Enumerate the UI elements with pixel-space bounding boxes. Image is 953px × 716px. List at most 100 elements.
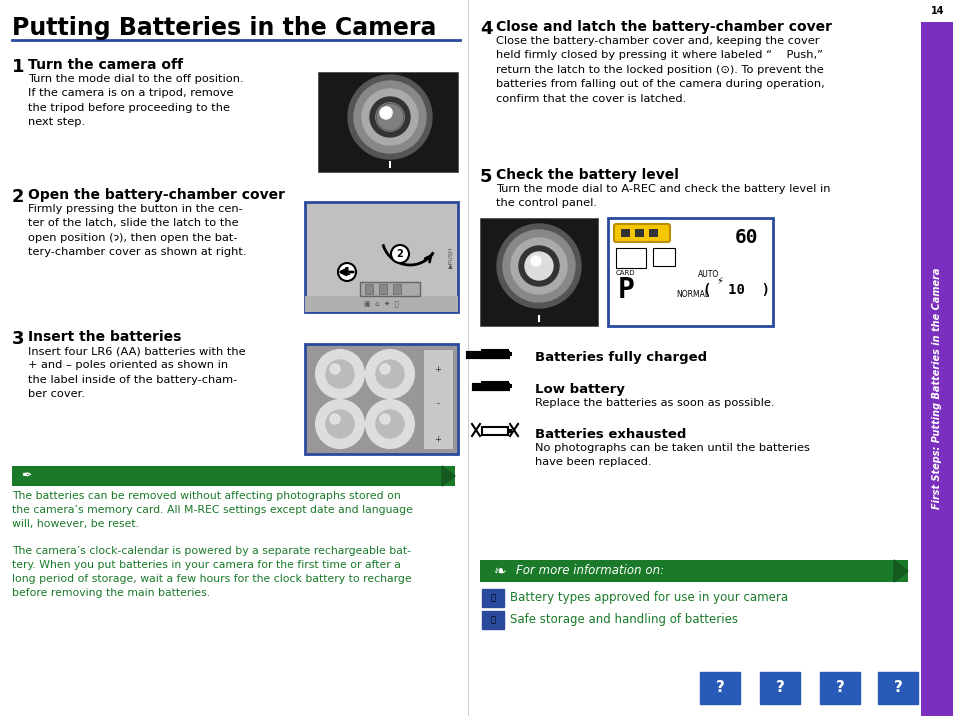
Text: ▶PUSH: ▶PUSH (448, 246, 453, 268)
Text: Turn the camera off: Turn the camera off (28, 58, 183, 72)
Text: First Steps: Putting Batteries in the Camera: First Steps: Putting Batteries in the Ca… (931, 267, 942, 509)
Circle shape (330, 414, 339, 424)
Circle shape (526, 254, 551, 278)
Text: Insert the batteries: Insert the batteries (28, 330, 181, 344)
Bar (378, 284, 387, 294)
Text: Turn the mode dial to A-REC and check the battery level in
the control panel.: Turn the mode dial to A-REC and check th… (496, 184, 830, 208)
Text: ⚡: ⚡ (716, 276, 722, 286)
Text: -: - (436, 400, 439, 409)
Text: ?: ? (775, 680, 783, 695)
Text: Check the battery level: Check the battery level (496, 168, 679, 182)
Circle shape (375, 410, 403, 438)
Bar (483, 352, 505, 356)
Text: Putting Batteries in the Camera: Putting Batteries in the Camera (12, 16, 436, 40)
Bar (652, 248, 675, 266)
Text: 3: 3 (12, 330, 25, 348)
Bar (700, 672, 740, 704)
Bar (648, 229, 658, 237)
Text: Firmly pressing the button in the cen-
ter of the latch, slide the latch to the
: Firmly pressing the button in the cen- t… (28, 204, 246, 257)
Bar (820, 672, 859, 704)
Bar (481, 382, 507, 390)
Bar (483, 384, 494, 388)
Text: ?: ? (835, 680, 843, 695)
Bar (507, 352, 512, 356)
Circle shape (354, 81, 426, 153)
Bar (877, 672, 917, 704)
Circle shape (524, 252, 553, 280)
Text: ?: ? (893, 680, 902, 695)
Text: Close the battery-chamber cover and, keeping the cover
held firmly closed by pre: Close the battery-chamber cover and, kee… (496, 36, 824, 104)
Text: 4: 4 (479, 20, 492, 38)
Bar (422, 349, 453, 449)
FancyBboxPatch shape (614, 224, 669, 242)
Polygon shape (441, 466, 455, 486)
Circle shape (315, 400, 364, 448)
Bar (481, 427, 507, 435)
Text: ❧: ❧ (493, 563, 506, 579)
Circle shape (330, 364, 339, 374)
Text: Insert four LR6 (AA) batteries with the
+ and – poles oriented as shown in
the l: Insert four LR6 (AA) batteries with the … (28, 346, 245, 400)
Text: 5: 5 (479, 168, 492, 186)
Bar (920, 0, 953, 716)
Circle shape (370, 97, 410, 137)
Text: NORMAL: NORMAL (676, 290, 708, 299)
Bar (479, 218, 598, 326)
Circle shape (518, 246, 558, 286)
Text: Replace the batteries as soon as possible.: Replace the batteries as soon as possibl… (535, 398, 774, 408)
Bar (507, 384, 512, 388)
Circle shape (379, 107, 392, 119)
Polygon shape (893, 560, 907, 582)
Circle shape (366, 400, 414, 448)
Circle shape (379, 414, 390, 424)
Bar (760, 672, 800, 704)
Bar (607, 218, 772, 326)
Text: 2: 2 (396, 249, 403, 259)
Bar (305, 344, 457, 454)
Circle shape (337, 263, 355, 281)
Bar (481, 350, 507, 358)
Bar (359, 282, 419, 296)
Bar (920, 0, 953, 22)
Text: ?: ? (715, 680, 723, 695)
Circle shape (379, 364, 390, 374)
Circle shape (366, 350, 414, 398)
Circle shape (511, 238, 566, 294)
Circle shape (326, 410, 354, 438)
Circle shape (315, 350, 364, 398)
Text: AUTO: AUTO (698, 270, 719, 279)
Text: ▣  ⌂  ✦  ⏻: ▣ ⌂ ✦ ⏻ (363, 301, 398, 308)
Text: Low battery: Low battery (535, 383, 624, 396)
Text: CARD: CARD (616, 270, 635, 276)
Circle shape (375, 103, 403, 131)
Circle shape (381, 107, 392, 117)
Bar (507, 429, 512, 433)
Text: Batteries fully charged: Batteries fully charged (535, 351, 706, 364)
Text: Open the battery-chamber cover: Open the battery-chamber cover (28, 188, 285, 202)
Bar (305, 296, 457, 312)
Bar (481, 589, 503, 607)
Circle shape (391, 245, 409, 263)
Bar (616, 248, 645, 268)
Text: Close and latch the battery-chamber cover: Close and latch the battery-chamber cove… (496, 20, 831, 34)
Text: (  10  ): ( 10 ) (702, 283, 769, 297)
Text: P: P (618, 276, 634, 304)
Circle shape (348, 75, 432, 159)
Circle shape (375, 360, 403, 388)
Text: The camera’s clock-calendar is powered by a separate rechargeable bat-
tery. Whe: The camera’s clock-calendar is powered b… (12, 546, 411, 598)
Bar (479, 560, 907, 582)
Text: 📷: 📷 (490, 594, 495, 602)
Circle shape (326, 360, 354, 388)
Text: 1: 1 (343, 267, 350, 277)
Bar (481, 611, 503, 629)
Circle shape (497, 224, 580, 308)
Text: The batteries can be removed without affecting photographs stored on
the camera’: The batteries can be removed without aff… (12, 491, 413, 529)
Circle shape (531, 256, 540, 266)
Text: 14: 14 (930, 6, 943, 16)
Bar (305, 202, 457, 312)
Text: Safe storage and handling of batteries: Safe storage and handling of batteries (510, 614, 738, 626)
Text: 60: 60 (734, 228, 758, 247)
Bar (317, 72, 457, 172)
Circle shape (361, 89, 417, 145)
Circle shape (377, 105, 401, 129)
Circle shape (502, 230, 575, 302)
